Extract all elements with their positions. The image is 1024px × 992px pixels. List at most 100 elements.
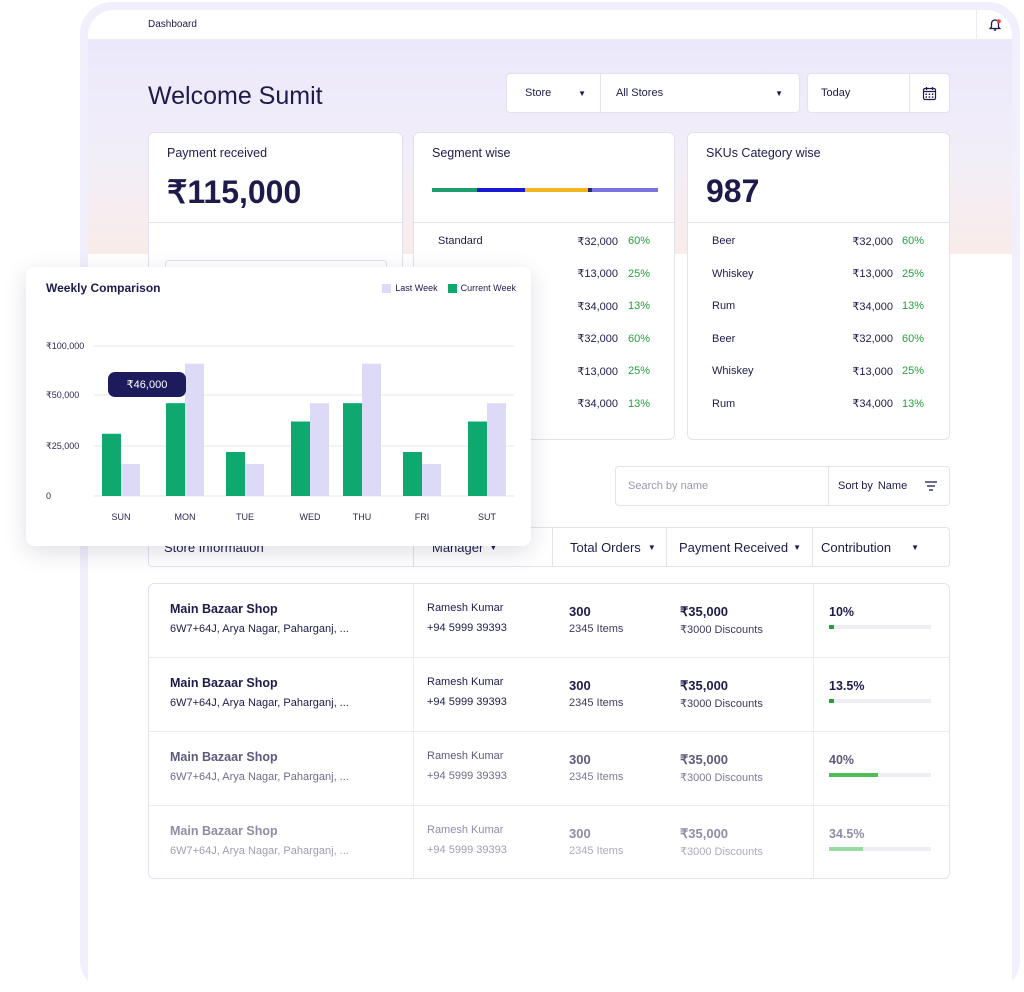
x-tick-label: MON (175, 512, 196, 522)
shop-name[interactable]: Main Bazaar Shop (170, 824, 278, 838)
breakdown-row: Rum ₹34,000 13% (688, 290, 949, 323)
store-cell (149, 584, 414, 657)
bar-current-week (291, 421, 310, 496)
manager-name: Ramesh Kumar (427, 676, 504, 688)
breakdown-percent: 13% (902, 300, 925, 313)
bar-last-week (422, 464, 441, 496)
breakdown-percent: 25% (902, 267, 925, 280)
table-row[interactable]: Main Bazaar Shop 6W7+64J, Arya Nagar, Pah… (149, 584, 949, 658)
breakdown-percent: 60% (628, 332, 651, 345)
shop-name[interactable]: Main Bazaar Shop (170, 602, 278, 616)
search-input[interactable]: Search by name (628, 480, 709, 492)
contribution-bar (829, 699, 931, 703)
legend-swatch-last-week (382, 283, 392, 293)
order-items: 2345 Items (569, 697, 624, 709)
chart-tooltip: ₹46,000 (108, 372, 186, 397)
table-row[interactable]: Main Bazaar Shop 6W7+64J, Arya Nagar, Pah… (149, 732, 949, 806)
breakdown-row: Beer ₹32,000 60% (688, 323, 949, 356)
bar-last-week (185, 363, 204, 496)
bar-last-week (362, 363, 381, 496)
segment-bar-part (432, 188, 478, 192)
bar-current-week (403, 452, 422, 496)
table-row[interactable]: Main Bazaar Shop 6W7+64J, Arya Nagar, Pah… (149, 806, 949, 878)
breakdown-amount: ₹34,000 (577, 300, 618, 313)
shop-name[interactable]: Main Bazaar Shop (170, 676, 278, 690)
breakdown-name: Whiskey (712, 267, 754, 280)
breakdown-percent: 60% (902, 332, 925, 345)
manager-phone: +94 5999 39393 (427, 770, 507, 782)
payment-total: ₹115,000 (167, 174, 302, 210)
breakdown-amount: ₹13,000 (577, 365, 618, 378)
bar-current-week (343, 403, 362, 496)
bell-icon (988, 19, 1001, 31)
device-frame: Dashboard Welcome Sumit Store ▼ All Stor… (80, 2, 1020, 992)
order-items: 2345 Items (569, 623, 624, 635)
table-row[interactable]: Main Bazaar Shop 6W7+64J, Arya Nagar, Pah… (149, 658, 949, 732)
contribution-bar (829, 847, 931, 851)
contribution-bar-fill (829, 847, 863, 851)
date-value: Today (821, 87, 851, 99)
bar-last-week (245, 464, 264, 496)
breakdown-row: Whiskey ₹13,000 25% (688, 355, 949, 388)
breakdown-percent: 13% (628, 397, 651, 410)
breakdown-row: ₹34,000 13% (414, 290, 674, 323)
weekly-bar-chart: 0 ₹25,000 ₹50,000 ₹100,000 SUN MON TUE WED THU FR… (46, 341, 514, 522)
bar-last-week (121, 464, 140, 496)
x-tick-label: FRI (415, 512, 430, 522)
page-title: Welcome Sumit (148, 82, 323, 110)
breakdown-row: Whiskey ₹13,000 25% (688, 258, 949, 291)
breakdown-name: Rum (712, 300, 736, 313)
header-contribution[interactable]: Contribution ▼ (821, 539, 920, 555)
payment-card-title: Payment received (167, 146, 268, 160)
header-payment-received[interactable]: Payment Received ▼ (667, 528, 813, 566)
chevron-down-icon: ▼ (911, 542, 920, 552)
payment-received: ₹35,000 (680, 826, 729, 841)
breakdown-name: Whiskey (712, 365, 754, 378)
sort-button[interactable]: Sort by Name (828, 467, 949, 505)
breadcrumb[interactable]: Dashboard (148, 19, 197, 30)
segment-rows: Standard₹32,00060%Pre...₹13,00025%₹34,00… (414, 225, 674, 420)
bar-current-week (468, 421, 487, 496)
manager-phone: +94 5999 39393 (427, 844, 507, 856)
payment-discounts: ₹3000 Discounts (680, 846, 763, 858)
y-tick-label: ₹100,000 (46, 341, 84, 351)
breakdown-amount: ₹32,000 (852, 235, 893, 248)
contribution-bar-fill (829, 773, 878, 777)
shop-address: 6W7+64J, Arya Nagar, Paharganj, ... (170, 697, 349, 709)
chevron-down-icon: ▼ (647, 542, 656, 552)
store-type-select[interactable]: Store ▼ (507, 74, 601, 112)
calendar-button[interactable] (909, 74, 949, 112)
breakdown-row: Beer ₹32,000 60% (688, 225, 949, 258)
manager-name: Ramesh Kumar (427, 602, 504, 614)
x-tick-label: THU (353, 512, 372, 522)
contribution-bar-fill (829, 625, 835, 629)
search-bar: Search by name Sort by Name (615, 466, 950, 506)
breakdown-name: Beer (712, 332, 736, 345)
cell-divider (813, 658, 814, 731)
breakdown-name: Rum (712, 397, 736, 410)
store-table: Main Bazaar Shop 6W7+64J, Arya Nagar, Pah… (148, 583, 950, 879)
breakdown-amount: ₹13,000 (577, 268, 618, 281)
notification-button[interactable] (976, 10, 1012, 40)
sort-label: Sort by (838, 480, 873, 492)
total-orders: 300 (569, 826, 591, 841)
legend-swatch-current-week (447, 283, 457, 293)
breakdown-percent: 25% (902, 365, 925, 378)
date-picker[interactable]: Today (807, 73, 950, 113)
manager-name: Ramesh Kumar (427, 750, 504, 762)
x-tick-label: TUE (236, 512, 254, 522)
breakdown-percent: 60% (628, 235, 651, 248)
breakdown-row: ₹34,000 13% (414, 388, 674, 421)
store-select[interactable]: All Stores ▼ (601, 74, 799, 112)
shop-name[interactable]: Main Bazaar Shop (170, 750, 278, 764)
bar-last-week (487, 403, 506, 496)
bar-current-week (102, 433, 121, 496)
store-cell (149, 806, 414, 878)
sort-value: Name (877, 480, 908, 492)
x-tick-label: SUN (111, 512, 130, 522)
order-items: 2345 Items (569, 845, 624, 857)
contribution-percent: 13.5% (829, 679, 865, 693)
breakdown-amount: ₹34,000 (852, 300, 893, 313)
header-total-orders[interactable]: Total Orders ▼ (553, 528, 667, 566)
sku-rows: Beer ₹32,000 60% Whiskey ₹13,000 25% Rum ₹34,00… (688, 225, 949, 420)
